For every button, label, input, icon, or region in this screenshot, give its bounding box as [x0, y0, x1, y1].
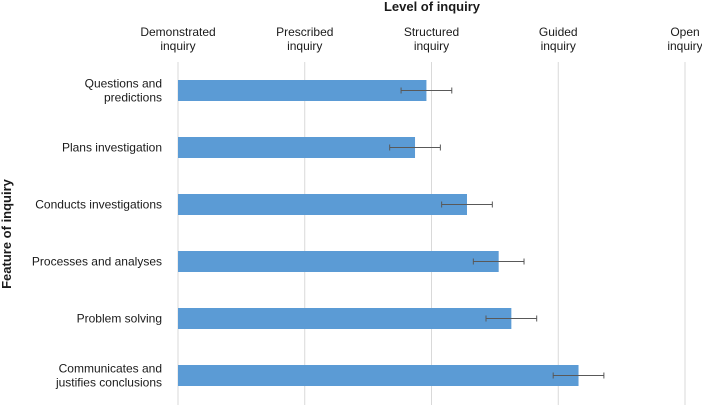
error-bar — [441, 201, 493, 208]
bars — [178, 80, 579, 386]
x-tick-label: Guided inquiry — [539, 25, 578, 53]
error-bar — [485, 315, 538, 322]
category-labels: Questions and predictions Plans investigat… — [32, 77, 162, 390]
category-label: Problem solving — [77, 312, 162, 326]
error-bar — [389, 144, 441, 151]
x-tick-label: Demonstrated inquiry — [140, 25, 215, 53]
bar — [178, 137, 416, 158]
bar — [178, 251, 499, 272]
x-tick-label: Structured inquiry — [404, 25, 459, 53]
category-label: Conducts investigations — [35, 198, 162, 212]
y-axis-title: Feature of inquiry — [0, 178, 14, 289]
category-label: Processes and analyses — [32, 255, 162, 269]
gridlines — [177, 62, 686, 405]
x-axis-ticks: Demonstrated inquiry Prescribed inquiry Stru… — [140, 25, 702, 53]
bar — [178, 308, 512, 329]
x-tick-label: Prescribed inquiry — [276, 25, 333, 53]
bar — [178, 365, 579, 386]
chart-title: Level of inquiry — [384, 0, 481, 14]
error-bar — [552, 372, 605, 379]
error-bars — [389, 87, 605, 379]
category-label: Plans investigation — [62, 141, 162, 155]
bar — [178, 194, 467, 215]
bar — [178, 80, 427, 101]
error-bar — [400, 87, 453, 94]
x-tick-label: Open inquiry — [667, 25, 702, 53]
category-label: Communicates and justifies conclusions — [55, 362, 162, 390]
error-bar — [472, 258, 525, 265]
category-label: Questions and predictions — [85, 77, 162, 105]
